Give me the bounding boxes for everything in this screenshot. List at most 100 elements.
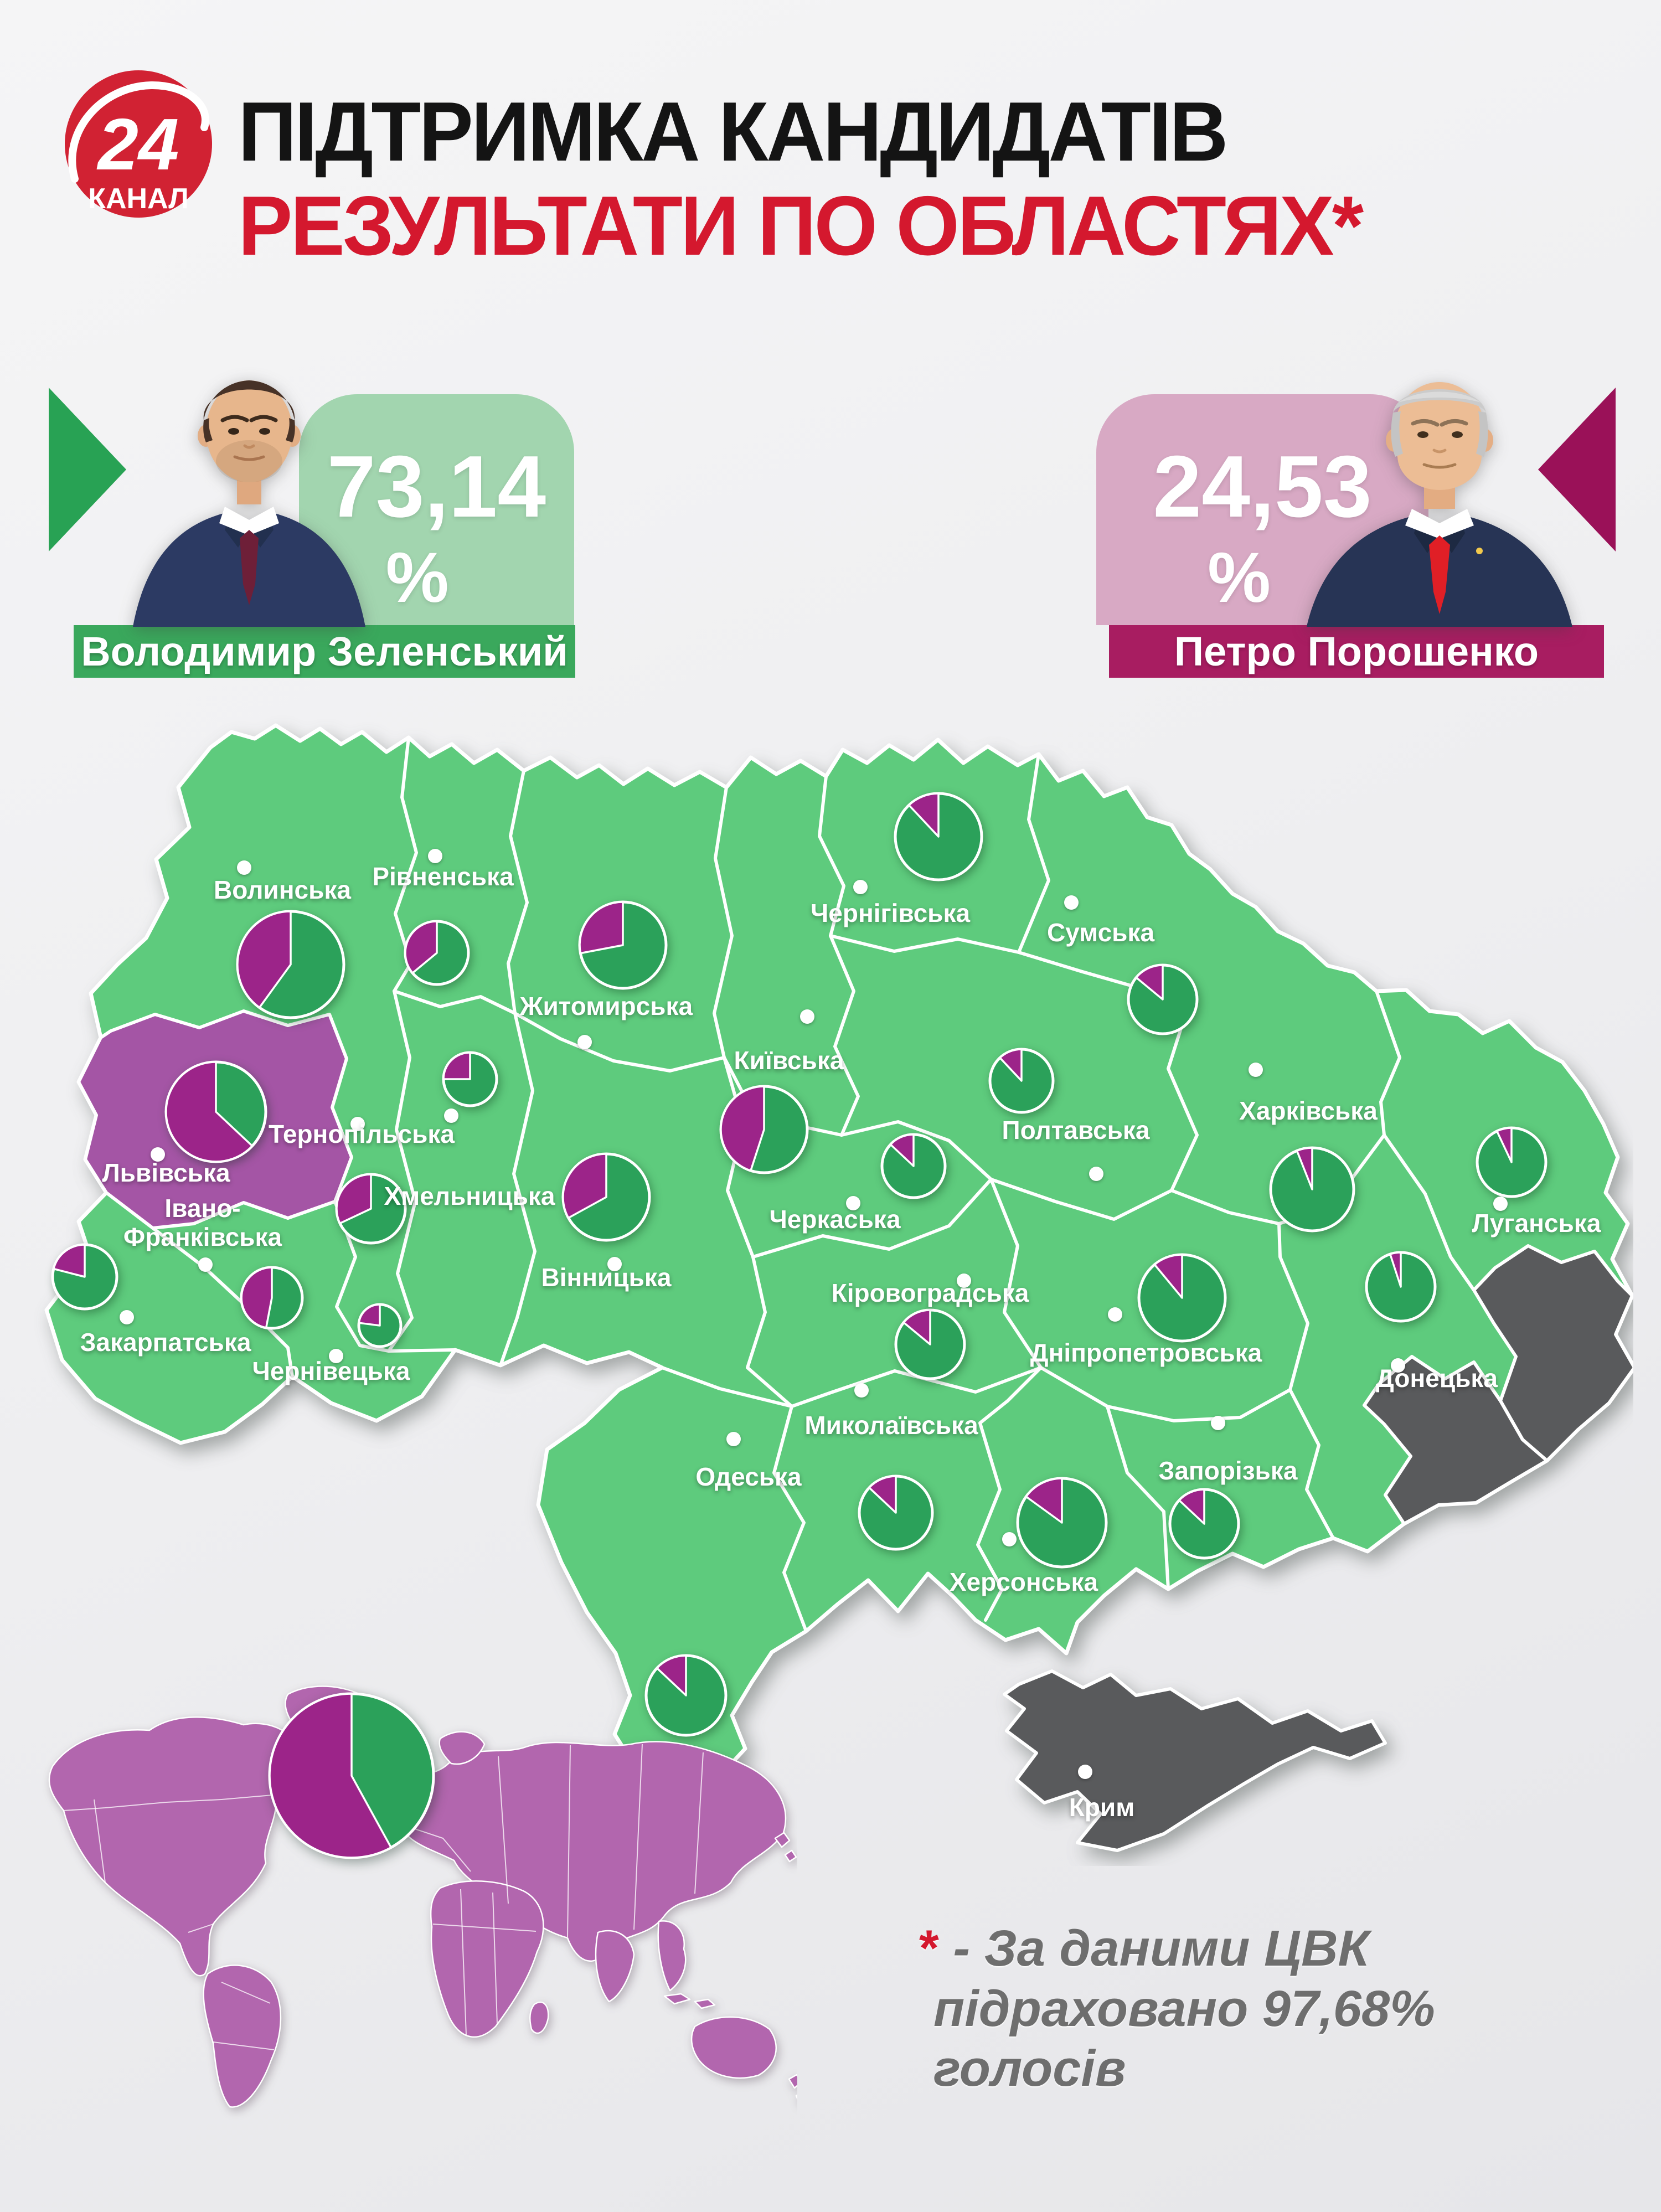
oblast-pies-layer <box>51 792 1547 1737</box>
oblast-label-Сумська: Сумська <box>1047 918 1155 947</box>
zelensky-photo <box>133 380 365 627</box>
pie-Полтавська <box>988 1048 1055 1114</box>
oblast-label-Полтавська: Полтавська <box>1002 1116 1150 1144</box>
oblast-labels-layer: Волинська Рівненська Житомирська Чернігівсь… <box>80 862 1601 1822</box>
scandinavia <box>439 1731 486 1765</box>
logo-number: 24 <box>96 104 179 185</box>
poroshenko-name-banner: Петро Порошенко <box>1109 625 1604 678</box>
oblast-label-Тернопільська: Тернопільська <box>269 1120 455 1148</box>
pie-Київська <box>719 1085 809 1174</box>
city-dot-Вінницька <box>607 1257 622 1271</box>
pie-Харківська <box>1269 1146 1355 1233</box>
pie-Житомирська <box>578 900 668 990</box>
logo-word: КАНАЛ <box>88 183 189 215</box>
city-dot-Кіровоградська <box>957 1273 971 1288</box>
poroshenko-percent-sign: % <box>1208 538 1271 617</box>
crimea-area <box>1003 1669 1387 1852</box>
pie-diaspora <box>268 1692 435 1859</box>
africa <box>430 1880 544 2038</box>
city-dot-Черкаська <box>846 1196 860 1210</box>
pie-Львівська <box>164 1060 267 1163</box>
zelensky-arrow-icon <box>49 388 126 551</box>
city-dot-Дніпропетровська <box>1108 1307 1122 1322</box>
city-dot-Луганська <box>1493 1197 1508 1211</box>
pie-Волинська <box>236 910 345 1019</box>
pie-Чернігівська <box>894 792 983 881</box>
logo-swoosh-icon <box>68 81 209 183</box>
pie-Одеська <box>644 1654 728 1737</box>
city-dot-Полтавська <box>1089 1167 1103 1181</box>
city-dot-Харківська <box>1249 1063 1263 1077</box>
oblast-label-Вінницька: Вінницька <box>541 1263 671 1292</box>
city-dot-Чернівецька <box>329 1349 343 1363</box>
city-dot-Рівненська <box>428 849 442 863</box>
city-dot-Херсонська <box>1002 1532 1017 1546</box>
country-borders <box>63 1744 704 2050</box>
pie-Кіровоградська <box>894 1308 966 1380</box>
city-dot-Тернопільська <box>350 1117 365 1131</box>
new-zealand <box>788 2074 797 2089</box>
city-dot-Миколаївська <box>854 1383 869 1398</box>
madagascar <box>529 2001 549 2034</box>
oblast-label-Львівська: Львівська <box>102 1158 230 1187</box>
pie-Хмельницька <box>442 1051 498 1107</box>
oblast-label-Крим: Крим <box>1069 1793 1134 1822</box>
ukraine-results-map: Волинська Рівненська Житомирська Чернігівсь… <box>44 723 1633 1852</box>
zelensky-percent: 73,14 <box>327 438 546 535</box>
city-dot-Львівська <box>151 1147 165 1162</box>
pie-Тернопільська <box>335 1173 407 1245</box>
oblast-label-Житомирська: Житомирська <box>519 992 693 1020</box>
oblast-label-Херсонська: Херсонська <box>950 1568 1098 1596</box>
australia <box>690 2016 777 2079</box>
new-zealand-south <box>795 2094 797 2100</box>
oblast-label-Одеська: Одеська <box>695 1462 802 1491</box>
occupied-donetsk-area <box>1363 1355 1549 1525</box>
oblast-label-Кіровоградська: Кіровоградська <box>832 1278 1029 1307</box>
north-america <box>48 1716 303 1977</box>
city-dot-Сумська <box>1064 895 1079 910</box>
oblast-label-Київська: Київська <box>734 1046 844 1075</box>
city-dot-Крим <box>1078 1765 1092 1779</box>
diaspora-pie-layer <box>268 1692 435 1859</box>
city-dot-Волинська <box>237 860 251 875</box>
india <box>595 1930 635 2003</box>
oblast-label-Луганська: Луганська <box>1472 1209 1601 1238</box>
pie-Чернівецька <box>357 1303 403 1348</box>
southeast-asia <box>657 1920 687 1992</box>
pie-Донецька <box>1365 1251 1437 1323</box>
indonesia-east <box>694 1998 716 2009</box>
poroshenko-photo <box>1307 382 1572 627</box>
zelensky-name: Володимир Зеленський <box>81 628 568 674</box>
oblast-label-Дніпропетровська: Дніпропетровська <box>1030 1338 1262 1367</box>
occupied-luhansk-area <box>1472 1244 1633 1462</box>
zelensky-percent-sign: % <box>385 538 449 617</box>
zelensky-name-banner: Володимир Зеленський <box>74 625 575 678</box>
japan <box>774 1832 791 1848</box>
footnote: * - За даними ЦВК підраховано 97,68% гол… <box>919 1919 1628 2099</box>
oblast-label-Миколаївська: Миколаївська <box>804 1411 978 1440</box>
oblast-label-Рівненська: Рівненська <box>372 862 514 891</box>
channel-24-logo: 24 КАНАЛ <box>65 70 212 218</box>
poroshenko-name: Петро Порошенко <box>1174 628 1539 674</box>
pie-Сумська <box>1127 963 1199 1035</box>
oblast-label-Харківська: Харківська <box>1239 1096 1378 1125</box>
city-dot-Івано-Франківська <box>198 1257 213 1272</box>
poroshenko-arrow-icon <box>1538 388 1616 551</box>
city-dots-layer <box>120 849 1508 1779</box>
pie-Рівненська <box>404 920 470 986</box>
oblast-label-Закарпатська: Закарпатська <box>80 1328 251 1357</box>
page-subtitle: РЕЗУЛЬТАТИ ПО ОБЛАСТЯХ* <box>238 179 1364 273</box>
oblast-label-Хмельницька: Хмельницька <box>384 1182 555 1210</box>
pie-Херсонська <box>1016 1477 1108 1569</box>
pie-Івано-Франківська <box>240 1266 304 1330</box>
south-america <box>203 1964 282 2108</box>
city-dot-Хмельницька <box>444 1108 458 1123</box>
city-dot-Запорізька <box>1211 1416 1225 1430</box>
pie-Черкаська <box>880 1133 947 1199</box>
oblast-label-Черкаська: Черкаська <box>769 1205 900 1234</box>
city-dot-Одеська <box>726 1432 741 1446</box>
oblast-label-Івано-Франківська: Івано-Франківська <box>123 1194 282 1251</box>
page-title: ПІДТРИМКА КАНДИДАТІВ <box>238 85 1229 179</box>
city-dot-Київська <box>800 1009 814 1024</box>
japan-south <box>784 1849 797 1863</box>
